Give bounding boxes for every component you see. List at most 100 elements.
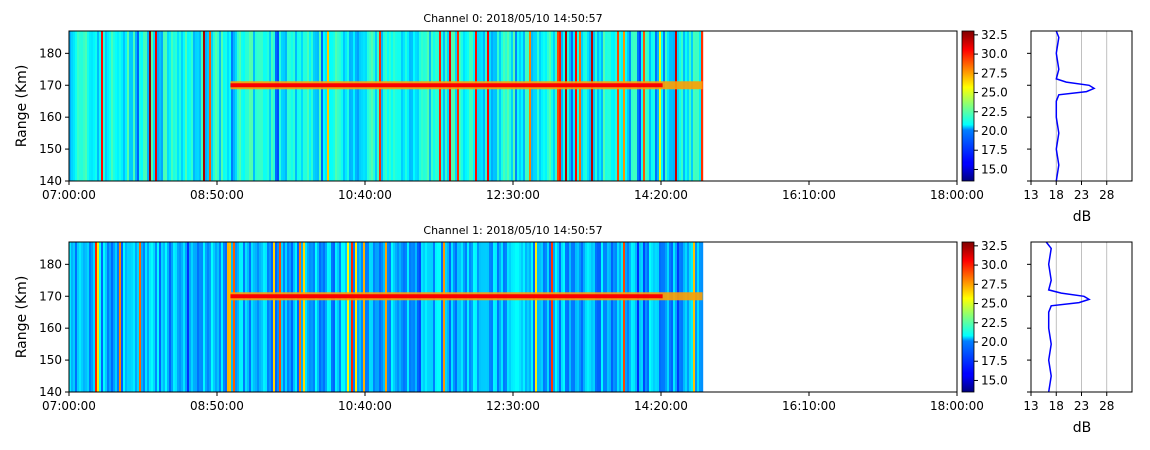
heatmap-column <box>69 31 72 181</box>
heatmap-column <box>427 31 430 181</box>
heatmap-column <box>651 242 654 392</box>
heatmap-column <box>595 31 598 181</box>
colorbar-tick-label: 30.0 <box>981 47 1008 61</box>
profile-frame <box>1030 30 1133 182</box>
heatmap-column <box>389 242 392 392</box>
heatmap-column <box>289 242 292 392</box>
heatmap-column <box>637 242 640 392</box>
y-tick-label: 170 <box>39 78 62 92</box>
heatmap-column <box>277 31 280 181</box>
heatmap-column <box>227 31 230 181</box>
heatmap-column <box>391 242 394 392</box>
heatmap-column <box>591 31 594 181</box>
heatmap-column <box>199 31 202 181</box>
heatmap-column <box>441 242 444 392</box>
heatmap-column <box>255 31 258 181</box>
heatmap-column <box>229 31 232 181</box>
heatmap-column <box>617 242 620 392</box>
heatmap-column <box>465 242 468 392</box>
heatmap-column <box>551 242 554 392</box>
heatmap-column <box>587 242 590 392</box>
heatmap-column <box>597 31 600 181</box>
heatmap-column <box>671 31 674 181</box>
heatmap-column <box>93 31 96 181</box>
heatmap-column <box>373 242 376 392</box>
heatmap-column <box>339 242 342 392</box>
heatmap-column <box>147 31 150 181</box>
heatmap-column <box>543 242 546 392</box>
heatmap-column <box>243 242 246 392</box>
heatmap-column <box>481 31 484 181</box>
heatmap-column <box>563 242 566 392</box>
heatmap-column <box>597 242 600 392</box>
heatmap-column <box>493 242 496 392</box>
heatmap-column <box>507 31 510 181</box>
channel-0-panel: Channel 0: 2018/05/10 14:50:57 Range (Km… <box>14 12 1133 225</box>
heatmap-column <box>245 31 248 181</box>
heatmap-column <box>339 31 342 181</box>
heatmap-column <box>457 31 460 181</box>
heatmap-column <box>495 31 498 181</box>
heatmap-column <box>181 242 184 392</box>
heatmap-column <box>455 31 458 181</box>
heatmap-column <box>265 242 268 392</box>
heatmap-column <box>381 242 384 392</box>
heatmap-column <box>559 242 562 392</box>
heatmap-column <box>177 31 180 181</box>
heatmap-column <box>347 242 350 392</box>
heatmap-column <box>691 31 694 181</box>
heatmap-column <box>643 31 646 181</box>
colorbar-tick-label: 20.0 <box>981 124 1008 138</box>
heatmap-column <box>413 242 416 392</box>
heatmap-column <box>647 242 650 392</box>
heatmap-column <box>87 242 90 392</box>
heatmap-column <box>161 242 164 392</box>
heatmap-column <box>381 31 384 181</box>
heatmap-column <box>111 242 114 392</box>
heatmap-column <box>547 242 550 392</box>
heatmap-column <box>561 242 564 392</box>
heatmap-column <box>443 242 446 392</box>
heatmap-column <box>479 242 482 392</box>
heatmap-column <box>125 242 128 392</box>
heatmap-column <box>401 31 404 181</box>
heatmap-column <box>599 31 602 181</box>
heatmap-column <box>309 31 312 181</box>
heatmap-column <box>191 31 194 181</box>
heatmap-column <box>621 242 624 392</box>
heatmap-column <box>173 242 176 392</box>
heatmap-column <box>107 242 110 392</box>
heatmap-column <box>377 31 380 181</box>
heatmap-column <box>107 31 110 181</box>
heatmap-column <box>365 242 368 392</box>
heatmap-column <box>577 242 580 392</box>
heatmap-column <box>189 31 192 181</box>
colorbar-tick-label: 15.0 <box>981 162 1008 176</box>
heatmap-column <box>237 31 240 181</box>
heatmap-column <box>327 242 330 392</box>
heatmap-column <box>619 31 622 181</box>
heatmap-column <box>299 242 302 392</box>
heatmap-column <box>673 242 676 392</box>
heatmap-column <box>135 31 138 181</box>
profile-x-tick-label: 18 <box>1049 399 1064 413</box>
heatmap-column <box>209 31 212 181</box>
heatmap-column <box>135 242 138 392</box>
heatmap-column <box>363 242 366 392</box>
x-axis: 07:00:00 08:50:00 10:40:00 12:30:00 14:20:00… <box>42 181 984 202</box>
heatmap-column <box>327 31 330 181</box>
heatmap-column <box>525 31 528 181</box>
heatmap-column <box>69 242 72 392</box>
heatmap-column <box>397 31 400 181</box>
heatmap-column <box>349 31 352 181</box>
heatmap-column <box>151 242 154 392</box>
heatmap-column <box>223 31 226 181</box>
heatmap-column <box>653 31 656 181</box>
heatmap-column <box>601 31 604 181</box>
heatmap-column <box>133 31 136 181</box>
heatmap-column <box>101 31 104 181</box>
heatmap-column <box>571 242 574 392</box>
heatmap-column <box>519 31 522 181</box>
heatmap-column <box>109 31 112 181</box>
